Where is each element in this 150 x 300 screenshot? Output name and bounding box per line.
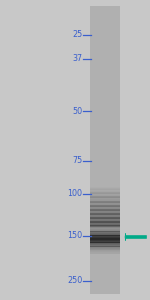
Bar [90, 209, 120, 211]
Bar [90, 241, 120, 242]
Bar [90, 224, 120, 226]
Bar [90, 224, 120, 225]
Bar [90, 196, 120, 198]
Bar [90, 227, 120, 228]
Bar [90, 231, 120, 232]
Bar [90, 248, 120, 249]
Bar [90, 234, 120, 235]
Bar [90, 230, 120, 231]
Bar [90, 200, 120, 202]
Bar [90, 233, 120, 234]
Bar [90, 242, 120, 243]
Bar [90, 204, 120, 206]
Text: 50: 50 [72, 106, 83, 116]
Bar [90, 205, 120, 207]
Bar [90, 243, 120, 244]
Bar [90, 208, 120, 210]
Bar [90, 225, 120, 226]
Bar [90, 247, 120, 248]
Bar [90, 221, 120, 223]
Bar [90, 246, 120, 247]
Bar [90, 189, 120, 191]
Bar [90, 190, 120, 193]
Bar [90, 220, 120, 222]
Text: 100: 100 [68, 189, 82, 198]
Bar [90, 212, 120, 214]
Bar [90, 249, 120, 250]
Bar [90, 252, 120, 253]
Bar [90, 216, 120, 218]
Bar [90, 222, 120, 224]
Bar [90, 197, 120, 199]
Bar [90, 232, 120, 233]
Bar [90, 218, 120, 220]
Bar [90, 236, 120, 237]
Bar [90, 228, 120, 229]
Bar [90, 251, 120, 252]
Bar [90, 206, 120, 208]
Bar [90, 217, 120, 219]
Bar [90, 231, 120, 232]
Bar [90, 235, 120, 236]
Bar [90, 193, 120, 195]
Bar [90, 240, 120, 241]
Bar [90, 201, 120, 203]
Bar [90, 188, 120, 190]
Bar [90, 246, 120, 247]
Bar [90, 229, 120, 230]
Bar [90, 213, 120, 215]
Bar [90, 223, 120, 224]
Bar [90, 225, 120, 227]
Bar [90, 238, 120, 239]
Bar [90, 242, 120, 243]
Bar [90, 202, 120, 205]
Bar [90, 238, 120, 239]
Text: 150: 150 [67, 231, 83, 240]
Text: 250: 250 [67, 276, 83, 285]
Bar [90, 214, 120, 216]
Bar [90, 253, 120, 254]
Text: 25: 25 [72, 30, 82, 39]
Bar [90, 210, 120, 212]
Bar [90, 250, 120, 251]
Bar [90, 244, 120, 245]
Bar [90, 192, 120, 194]
Bar [90, 199, 120, 200]
Bar [90, 245, 120, 246]
Bar [90, 187, 120, 189]
Bar [90, 226, 120, 227]
Text: 37: 37 [72, 54, 83, 63]
Bar [90, 194, 120, 196]
Bar [90, 227, 120, 228]
Bar [90, 237, 120, 238]
Bar [90, 239, 120, 240]
Bar [90, 6, 120, 294]
Text: 75: 75 [72, 156, 82, 165]
